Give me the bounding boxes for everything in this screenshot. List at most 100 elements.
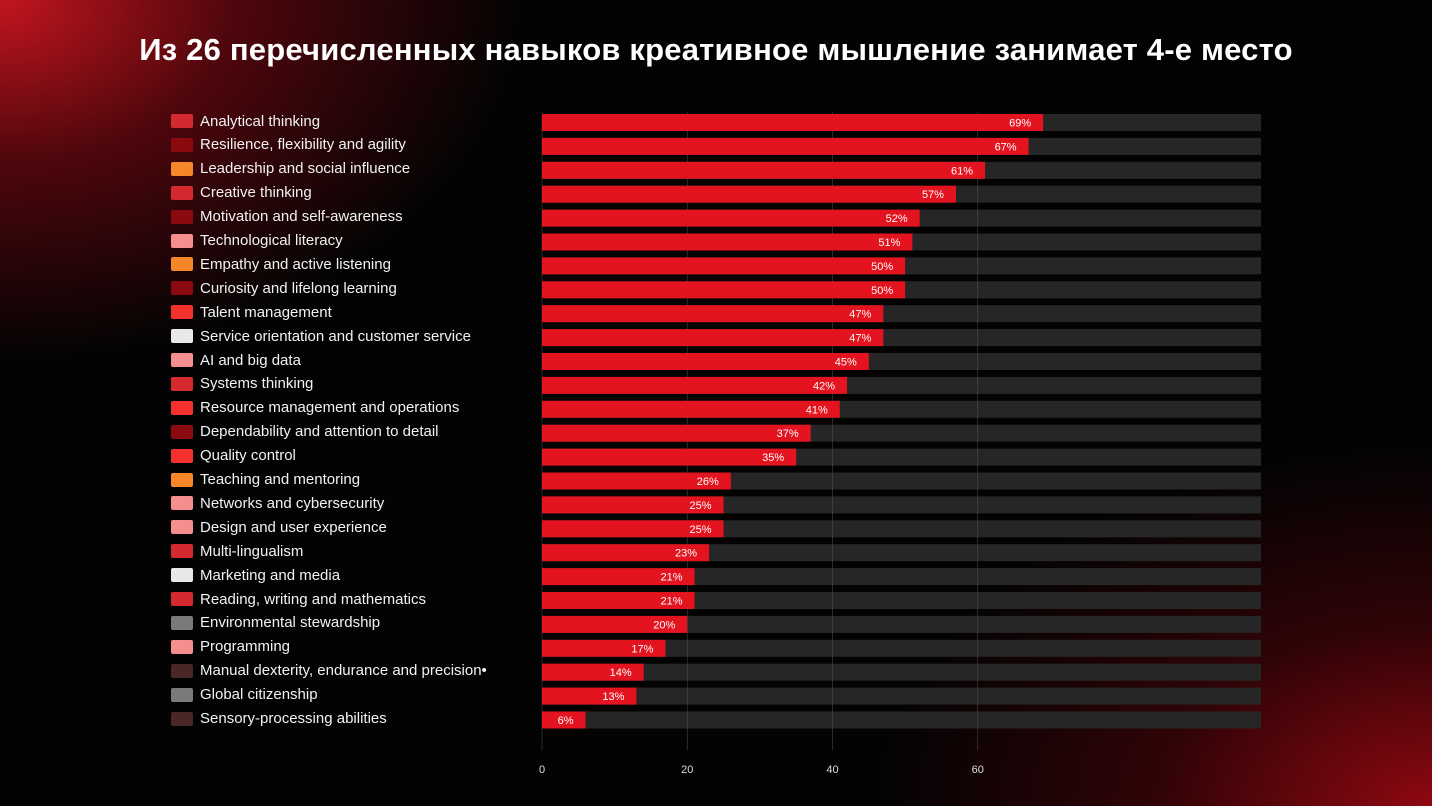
legend-item: Environmental stewardship xyxy=(171,613,380,633)
legend-label: Multi-lingualism xyxy=(200,542,304,560)
legend-swatch xyxy=(171,257,193,272)
legend-item: Teaching and mentoring xyxy=(171,470,360,490)
legend-swatch xyxy=(171,472,193,487)
legend-label: Environmental stewardship xyxy=(200,614,381,632)
legend-item: Motivation and self-awareness xyxy=(171,207,403,227)
legend-label: Networks and cybersecurity xyxy=(200,494,385,512)
legend-item: Empathy and active listening xyxy=(171,254,391,274)
legend-item: Design and user experience xyxy=(171,517,387,537)
legend-swatch xyxy=(171,161,193,176)
bar-track xyxy=(542,663,1261,681)
bar xyxy=(542,615,688,633)
bar-value-label: 47% xyxy=(849,309,871,321)
legend-label: Service orientation and customer service xyxy=(200,327,471,345)
bar xyxy=(542,639,666,657)
legend-swatch xyxy=(171,424,193,439)
legend-swatch xyxy=(171,448,193,463)
legend-item: Reading, writing and mathematics xyxy=(171,589,426,609)
bar xyxy=(542,663,644,681)
bar-track xyxy=(542,592,1261,609)
bar-track xyxy=(542,639,1261,657)
legend-swatch xyxy=(171,544,193,559)
bar-value-label: 42% xyxy=(813,380,835,392)
bar xyxy=(542,209,920,227)
legend-item: Service orientation and customer service xyxy=(171,326,471,346)
legend-item: Technological literacy xyxy=(171,231,343,251)
legend-item: Quality control xyxy=(171,446,296,466)
legend-item: Analytical thinking xyxy=(171,111,320,131)
legend-swatch xyxy=(171,209,193,224)
legend-item: AI and big data xyxy=(171,350,301,370)
bar-value-label: 21% xyxy=(660,596,682,608)
x-tick-label: 0 xyxy=(539,764,545,776)
legend-label: Dependability and attention to detail xyxy=(200,423,439,441)
bar xyxy=(542,687,637,705)
chart-title: Из 26 перечисленных навыков креативное м… xyxy=(139,32,1293,67)
bar-value-label: 41% xyxy=(806,404,828,416)
x-tick-label: 60 xyxy=(972,764,984,776)
bar xyxy=(542,233,913,251)
legend-label: Motivation and self-awareness xyxy=(200,208,403,226)
legend-label: Reading, writing and mathematics xyxy=(200,590,426,608)
bar-value-label: 47% xyxy=(849,333,871,345)
legend-label: AI and big data xyxy=(200,351,301,369)
legend-swatch xyxy=(171,687,193,702)
bar-value-label: 69% xyxy=(1009,118,1031,130)
legend-label: Systems thinking xyxy=(200,375,314,393)
legend-item: Leadership and social influence xyxy=(171,159,410,179)
legend-label: Sensory-processing abilities xyxy=(200,710,387,727)
legend-label: Design and user experience xyxy=(200,518,387,536)
bar xyxy=(542,568,695,586)
legend-label: Empathy and active listening xyxy=(200,255,391,273)
legend-label: Resilience, flexibility and agility xyxy=(200,136,406,154)
legend-item: Networks and cybersecurity xyxy=(171,493,384,513)
bar xyxy=(542,448,797,466)
legend-label: Technological literacy xyxy=(200,232,343,249)
bar xyxy=(542,257,906,275)
legend-item: Programming xyxy=(171,637,290,657)
legend-swatch xyxy=(171,520,193,535)
legend-label: Resource management and operations xyxy=(200,399,460,417)
legend-item: Dependability and attention to detail xyxy=(171,422,439,442)
bar-value-label: 21% xyxy=(660,572,682,584)
legend-swatch xyxy=(171,114,193,128)
legend-swatch xyxy=(171,496,193,511)
legend-label: Curiosity and lifelong learning xyxy=(200,279,397,297)
bar xyxy=(542,161,986,179)
bar xyxy=(542,711,586,729)
legend-swatch xyxy=(171,353,193,367)
bar xyxy=(542,520,724,538)
bar xyxy=(542,137,1029,155)
bar-value-label: 52% xyxy=(886,213,908,225)
bar-value-label: 45% xyxy=(835,357,857,369)
bar xyxy=(542,472,731,490)
legend-swatch xyxy=(171,233,193,248)
bar xyxy=(542,424,811,442)
bar-value-label: 57% xyxy=(922,189,944,201)
legend-item: Talent management xyxy=(171,302,332,322)
bar-value-label: 20% xyxy=(653,619,675,631)
legend-swatch xyxy=(171,711,193,726)
legend-swatch xyxy=(171,185,193,200)
x-tick-label: 40 xyxy=(826,764,838,776)
bar-value-label: 6% xyxy=(558,715,574,727)
bar xyxy=(542,114,1044,131)
bar-value-label: 37% xyxy=(777,428,799,440)
bar-value-label: 67% xyxy=(995,141,1017,153)
legend-label: Leadership and social influence xyxy=(200,160,411,178)
bar xyxy=(542,376,848,394)
bar-value-label: 25% xyxy=(690,524,712,536)
legend-item: Global citizenship xyxy=(171,685,318,705)
bar-track xyxy=(542,711,1261,729)
legend-item: Manual dexterity, endurance and precisio… xyxy=(171,661,487,681)
legend-label: Marketing and media xyxy=(200,566,341,584)
bar xyxy=(542,281,906,299)
legend-item: Creative thinking xyxy=(171,183,312,203)
legend-label: Quality control xyxy=(200,447,296,465)
legend-item: Sensory-processing abilities xyxy=(171,709,387,729)
bar xyxy=(542,353,869,370)
bar-value-label: 61% xyxy=(951,165,973,177)
legend-swatch xyxy=(171,281,193,296)
bar-track xyxy=(542,687,1261,705)
